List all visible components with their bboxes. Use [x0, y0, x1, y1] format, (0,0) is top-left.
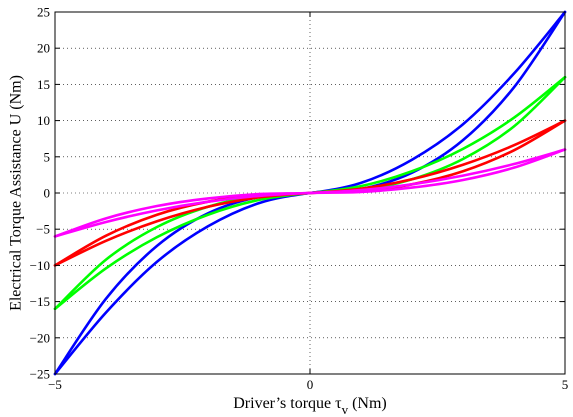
y-tick-label: −25: [30, 367, 50, 382]
y-tick-label: 10: [37, 113, 50, 128]
y-tick-label: 5: [44, 149, 51, 164]
grid: [55, 12, 565, 374]
x-axis-label: Driver’s torque τv (Nm): [233, 395, 386, 417]
y-tick-label: −5: [36, 222, 50, 237]
x-axis-label-unit: (Nm): [348, 395, 387, 412]
x-tick-label: 5: [562, 377, 569, 392]
x-axis-label-subscript: v: [342, 402, 349, 417]
x-tick-label: −5: [48, 377, 62, 392]
x-axis-label-main: Driver’s torque τ: [233, 395, 342, 412]
y-tick-label: −20: [30, 330, 50, 345]
x-tick-label: 0: [307, 377, 314, 392]
series-4-lower-branch: [53, 148, 567, 238]
y-axis-label: Electrical Torque Assistance U (Nm): [8, 75, 25, 311]
y-tick-label: 25: [37, 5, 50, 20]
y-tick-label: 0: [44, 186, 51, 201]
series-layer: [53, 10, 567, 376]
y-tick-label: −15: [30, 294, 50, 309]
tick-layer: −5 0 5 −25 −20 −15 −10 −5 0 5 10 15 20 25: [30, 5, 569, 393]
y-tick-label: −10: [30, 258, 50, 273]
y-tick-label: 15: [37, 77, 50, 92]
y-tick-label: 20: [37, 41, 50, 56]
